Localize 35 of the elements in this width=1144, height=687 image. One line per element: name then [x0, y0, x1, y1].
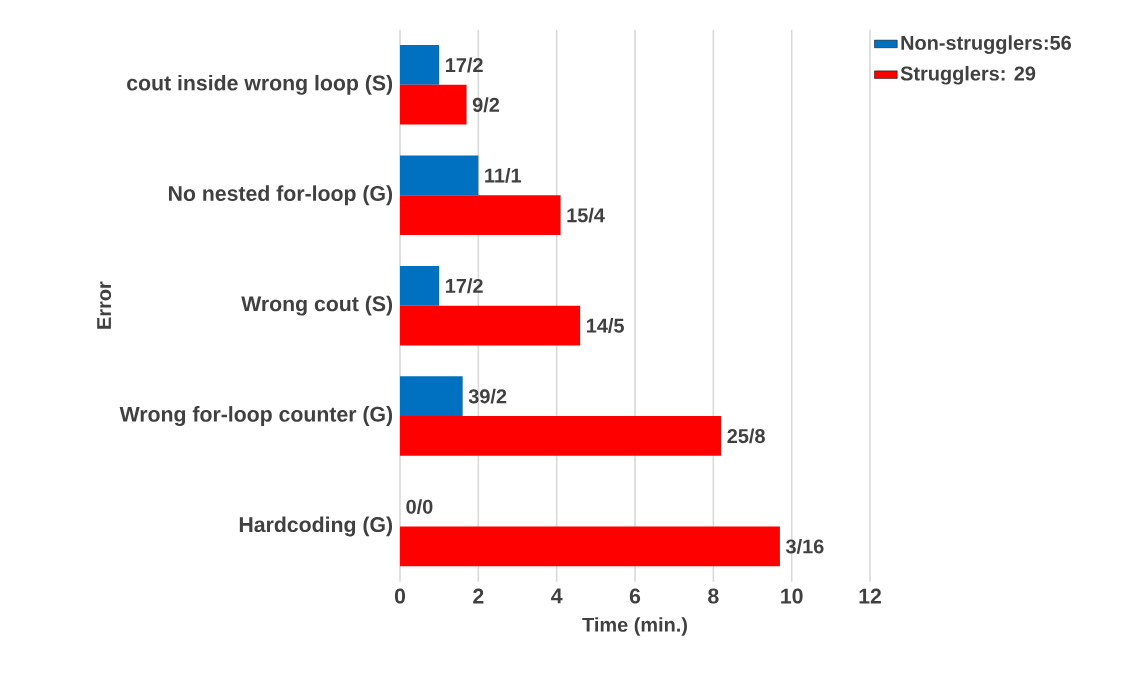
x-tick-label: 2 — [473, 588, 484, 604]
y-tick-label: Wrong cout (S) — [241, 295, 393, 316]
bar — [400, 416, 722, 456]
bar — [400, 45, 440, 85]
bar — [400, 84, 467, 125]
legend-label: Strugglers: 29 — [900, 65, 1036, 85]
y-tick-label: No nested for-loop (G) — [169, 185, 393, 206]
annotation: 17/2 — [446, 278, 483, 294]
bar — [400, 305, 581, 346]
x-tick-label: 10 — [781, 588, 803, 604]
annotation: 0/0 — [406, 499, 433, 514]
x-tick-label: 0 — [394, 588, 406, 604]
annotation: 14/5 — [587, 318, 624, 333]
annotation: 15/4 — [567, 207, 605, 223]
y-tick-label: cout inside wrong loop (S) — [127, 74, 393, 95]
bar — [400, 526, 780, 567]
x-tick-label: 4 — [551, 588, 563, 604]
bar — [400, 265, 440, 306]
x-tick-label: 8 — [708, 588, 719, 604]
bar — [400, 376, 463, 417]
y-axis-title: Error — [97, 281, 112, 329]
x-tick-label: 12 — [859, 588, 881, 604]
annotation: 17/2 — [446, 57, 483, 73]
x-tick-label: 6 — [629, 588, 641, 604]
annotation: 25/8 — [727, 428, 765, 444]
annotation: 3/16 — [785, 538, 824, 554]
x-axis-title: Time (min.) — [582, 617, 687, 636]
legend-label: Non-strugglers:56 — [901, 35, 1071, 54]
annotation: 11/1 — [485, 167, 522, 183]
annotation: 9/2 — [472, 97, 500, 113]
bar — [400, 195, 561, 235]
bar — [400, 155, 479, 196]
annotation: 39/2 — [468, 388, 507, 404]
y-tick-label: Hardcoding (G) — [239, 516, 393, 537]
y-tick-label: Wrong for-loop counter (G) — [119, 406, 393, 427]
